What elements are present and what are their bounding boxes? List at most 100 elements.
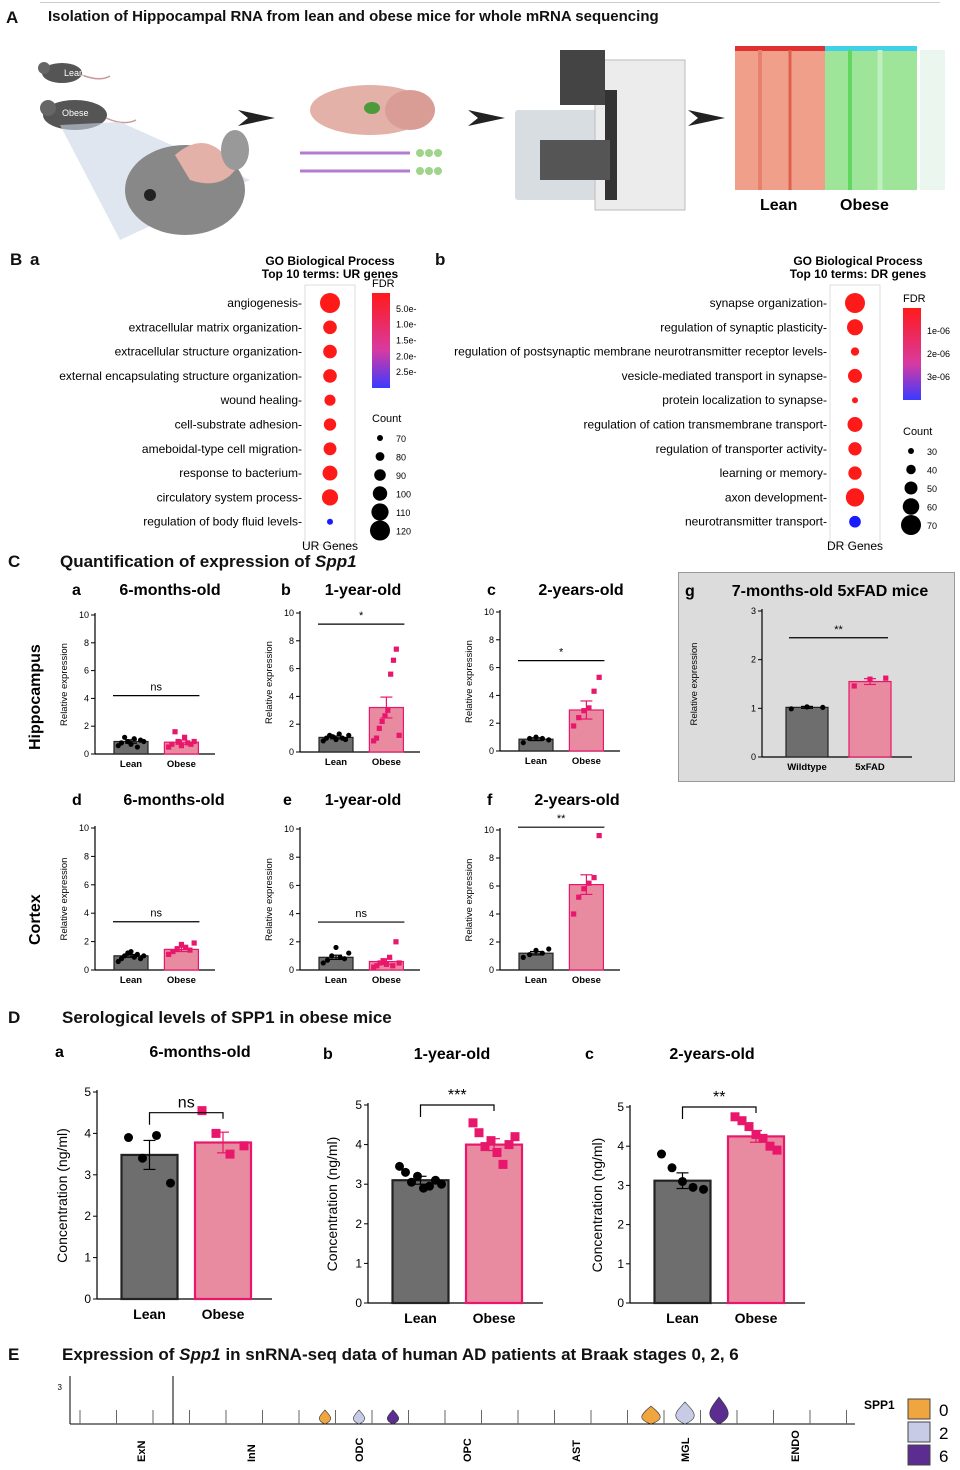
subpanel-letter: g — [685, 583, 695, 600]
go-term-label: regulation of postsynaptic membrane neur… — [454, 345, 827, 359]
y-axis-label: Relative expression — [264, 858, 275, 941]
subpanel-letter: b — [281, 582, 291, 599]
category-label: ExN — [136, 1441, 148, 1462]
data-point — [571, 911, 577, 917]
go-dot — [848, 368, 862, 383]
go-dot — [322, 465, 338, 481]
y-tick-label: 4 — [355, 1138, 362, 1152]
y-tick-label: 2 — [289, 937, 294, 947]
panel-c-title: Quantification of expression of Spp1 — [60, 552, 357, 572]
data-point — [390, 657, 397, 663]
top-divider — [40, 2, 940, 3]
legend-label: 0 — [939, 1401, 948, 1420]
subpanel-title: 1-year-old — [325, 582, 401, 599]
obese-mouse-label: Obese — [62, 108, 89, 118]
data-point — [396, 732, 402, 738]
data-point — [596, 833, 602, 839]
data-point — [591, 875, 597, 881]
data-point — [211, 1128, 221, 1138]
go-subtitle: Top 10 terms: UR genes — [262, 267, 399, 281]
go-term-label: regulation of transporter activity- — [656, 442, 827, 456]
y-tick-label: 1 — [355, 1256, 362, 1270]
significance-bracket — [419, 1104, 495, 1117]
go-dot — [320, 293, 340, 313]
subpanel-title: 1-year-old — [414, 1046, 490, 1063]
data-point — [520, 954, 526, 960]
bar-chart-c-e: e 1-year-old 0 2 4 6 8 10 Relative expression Lea… — [264, 792, 420, 986]
violin — [675, 1401, 695, 1425]
data-point — [172, 729, 178, 735]
data-point — [376, 725, 382, 731]
y-tick-label: 4 — [489, 690, 494, 700]
panel-e-letter: E — [8, 1345, 20, 1364]
y-tick-label: 1 — [84, 1251, 91, 1265]
mouse-head-icon — [125, 130, 249, 235]
go-dot — [323, 320, 337, 335]
legend-swatch — [907, 1398, 931, 1420]
violin — [386, 1409, 400, 1425]
heatmap-obese-label: Obese — [840, 197, 889, 214]
data-point — [225, 1149, 235, 1159]
gene-label: SPP1 — [864, 1398, 895, 1412]
data-point — [388, 671, 394, 677]
subpanel-letter: c — [585, 1046, 594, 1063]
y-tick-label: 2 — [617, 1218, 624, 1232]
category-label: Obese — [202, 1306, 245, 1322]
count-legend-title: Count — [372, 413, 401, 425]
data-point — [346, 732, 352, 738]
category-label: Obese — [735, 1310, 778, 1326]
heatmap-lean-label: Lean — [760, 197, 797, 214]
data-point — [329, 953, 335, 959]
y-tick-label: 10 — [79, 610, 89, 620]
category-label: Lean — [525, 756, 547, 767]
y-tick-label: 0 — [489, 965, 494, 975]
data-point — [474, 1128, 484, 1138]
row-label-cortex: Cortex — [27, 894, 44, 945]
y-tick-label: 0 — [84, 965, 89, 975]
data-point — [134, 744, 140, 750]
go-term-label: external encapsulating structure organiz… — [59, 369, 302, 383]
significance-label: ns — [355, 908, 367, 920]
count-tick-label: 120 — [396, 527, 411, 537]
go-dot — [848, 442, 862, 456]
data-point — [181, 734, 188, 740]
panel-a-letter: A — [6, 8, 19, 27]
subpanel-title: 2-years-old — [534, 792, 619, 809]
category-label: Lean — [120, 975, 142, 986]
data-point — [382, 713, 388, 719]
data-point — [413, 1171, 422, 1181]
data-point — [377, 960, 383, 966]
category-label: AST — [571, 1440, 583, 1462]
y-tick-label: 3 — [58, 1383, 63, 1392]
row-label-hippocampus: Hippocampus — [27, 644, 44, 750]
fdr-colorbar — [903, 308, 921, 400]
violin-chart-e: 3 SPP1 ExN InN ODC OPC AST MGL ENDO 0 2 6 — [58, 1376, 948, 1466]
data-point — [170, 948, 176, 955]
violin — [352, 1409, 366, 1425]
bar — [726, 1135, 786, 1305]
y-tick-label: 2 — [84, 1209, 91, 1223]
y-tick-label: 10 — [79, 823, 89, 833]
count-legend-dot — [901, 515, 921, 535]
data-point — [480, 1142, 490, 1152]
go-dot — [327, 518, 333, 525]
significance-bracket — [681, 1106, 757, 1119]
bar-chart-d-c: c 2-years-old 0 1 2 3 4 5 Concentration (ng/ml) L… — [585, 1046, 805, 1326]
data-point — [533, 947, 539, 953]
data-point — [141, 953, 147, 959]
lean-mouse-label: Lean — [64, 68, 84, 78]
row-labels: Hippocampus Cortex — [27, 644, 44, 945]
data-point — [737, 1116, 747, 1126]
bar-chart-c-c: c 2-years-old 0 2 4 6 8 10 Relative expression Le… — [464, 582, 624, 767]
data-point — [539, 735, 545, 742]
data-point — [393, 939, 399, 945]
go-dot — [323, 442, 337, 456]
data-point — [134, 951, 140, 957]
y-tick-label: 2 — [751, 655, 756, 665]
go-dot — [845, 293, 865, 313]
count-tick-label: 70 — [927, 521, 937, 531]
y-tick-label: 8 — [84, 638, 89, 648]
count-legend-dot — [372, 486, 388, 501]
data-point — [131, 736, 137, 742]
category-label: Lean — [525, 975, 547, 986]
